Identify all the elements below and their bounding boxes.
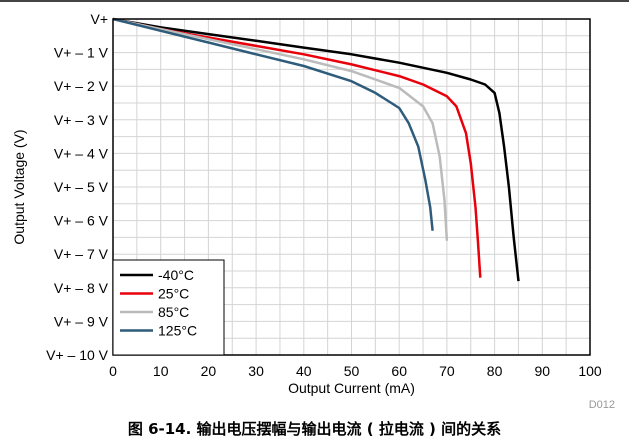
x-tick-label: 20: [201, 363, 217, 379]
figure-caption: 图 6-14. 输出电压摆幅与输出电流 ( 拉电流 ) 间的关系: [127, 420, 502, 438]
x-tick-label: 50: [344, 363, 360, 379]
x-tick-label: 90: [535, 363, 551, 379]
y-tick-label: V+ – 10 V: [46, 347, 109, 363]
x-tick-label: 60: [391, 363, 407, 379]
series-lines: [112, 17, 520, 282]
plot-frame: [112, 18, 591, 356]
y-tick-label: V+ – 2 V: [54, 78, 109, 94]
legend-label: 125°C: [158, 323, 197, 339]
legend-label: 25°C: [158, 286, 189, 302]
y-tick-label: V+ – 8 V: [54, 280, 109, 296]
legend: -40°C 25°C 85°C 125°C: [112, 259, 225, 356]
y-axis-title: Output Voltage (V): [11, 129, 27, 244]
x-tick-label: 30: [248, 363, 264, 379]
x-tick-label: 80: [487, 363, 503, 379]
x-tick-label: 0: [109, 363, 117, 379]
x-tick-label: 100: [578, 363, 602, 379]
legend-label: 85°C: [158, 304, 189, 320]
x-tick-label: 70: [439, 363, 455, 379]
y-tick-label: V+ – 6 V: [54, 213, 109, 229]
y-tick-label: V+ – 3 V: [54, 112, 109, 128]
series-line-2: [112, 17, 449, 241]
y-tick-label: V+: [90, 11, 108, 27]
x-tick-label: 10: [153, 363, 169, 379]
top-rule: [0, 0, 629, 2]
x-axis-ticks: 0 10 20 30 40 50 60 70 80 90 100: [109, 363, 602, 379]
y-tick-label: V+ – 1 V: [54, 45, 109, 61]
y-tick-label: V+ – 5 V: [54, 179, 109, 195]
y-tick-label: V+ – 9 V: [54, 313, 109, 329]
x-tick-label: 40: [296, 363, 312, 379]
y-tick-label: V+ – 7 V: [54, 246, 109, 262]
series-line-3: [112, 17, 434, 231]
plot-id-label: D012: [589, 399, 615, 411]
y-axis-ticks: V+ V+ – 1 V V+ – 2 V V+ – 3 V V+ – 4 V V+ – 5…: [46, 11, 109, 363]
series-line-1: [112, 17, 482, 278]
legend-label: -40°C: [158, 267, 194, 283]
x-axis-title: Output Current (mA): [288, 380, 415, 396]
y-tick-label: V+ – 4 V: [54, 145, 109, 161]
series-line-0: [112, 17, 520, 282]
